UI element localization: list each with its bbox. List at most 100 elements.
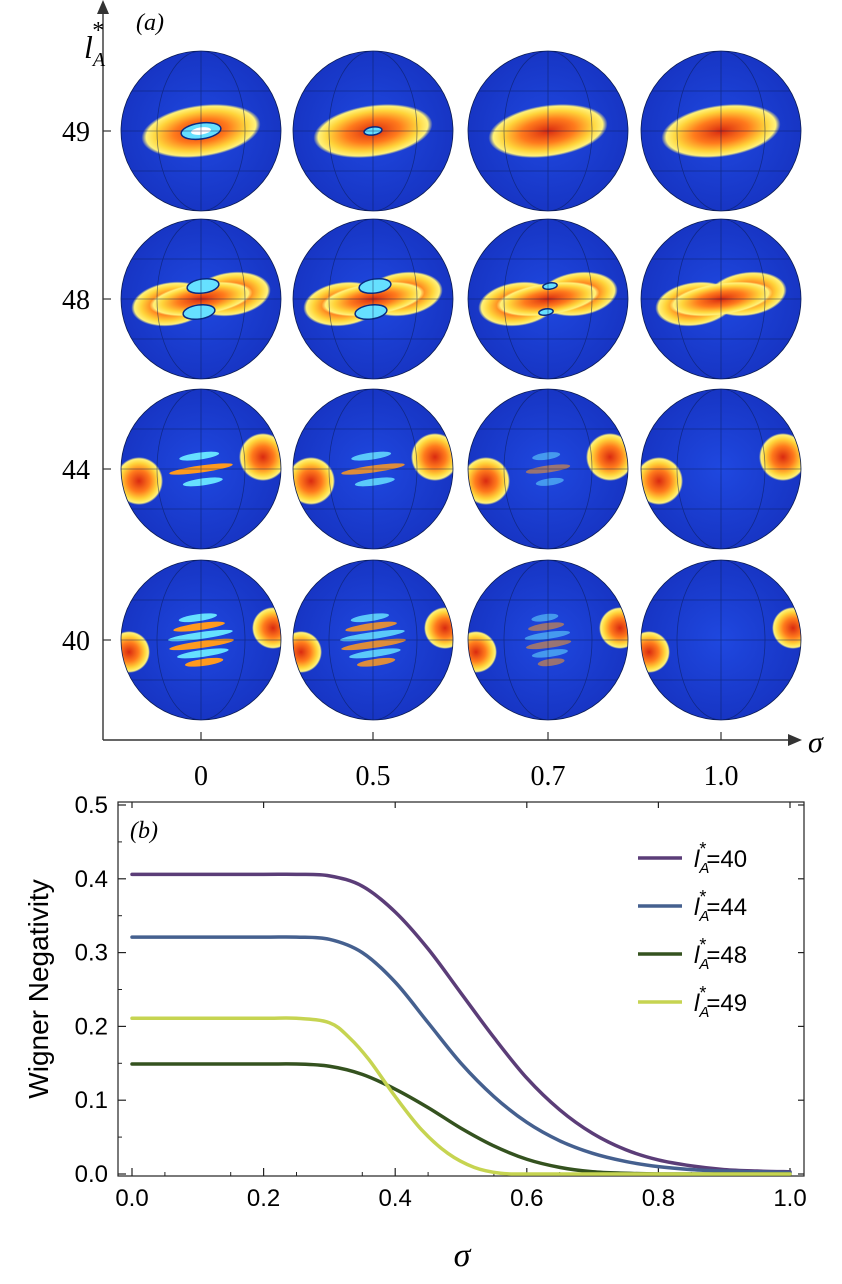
legend-label: lA*=44 — [694, 887, 747, 925]
y-tick-label: 0.4 — [75, 866, 108, 893]
interference-fringe — [525, 639, 572, 650]
sphere-gridlines — [293, 560, 453, 720]
wigner-blob — [121, 631, 150, 673]
sphere-outline — [120, 218, 282, 380]
panel-a-row-label: 48 — [62, 285, 90, 316]
panel-a-col-label: 0 — [194, 761, 208, 792]
sphere-outline — [640, 559, 802, 721]
panel-a-col-label: 0.5 — [356, 761, 391, 792]
wigner-sphere — [292, 559, 454, 721]
panel-a-x-axis — [103, 734, 802, 746]
panel-b-series — [130, 872, 792, 1176]
panel-a-label: (a) — [136, 10, 164, 36]
panel-a-x-axis-title: σ — [808, 726, 824, 759]
sphere-gridlines — [641, 389, 801, 549]
series-line — [130, 1062, 792, 1176]
panel-a-row-label: 44 — [62, 455, 90, 486]
interference-fringe — [341, 638, 406, 651]
sphere-outline — [640, 50, 802, 212]
panel-a-y-axis-sub: A — [91, 49, 106, 71]
wigner-blob — [641, 631, 670, 673]
sphere-gridlines — [121, 560, 281, 720]
sphere-gridlines — [468, 560, 628, 720]
panel-a-y-axis-title: lA * — [84, 18, 106, 71]
wigner-sphere — [467, 559, 629, 721]
interference-fringe — [177, 648, 229, 659]
wigner-sphere — [120, 50, 282, 212]
wigner-sphere — [120, 218, 282, 380]
sphere-gridlines — [121, 219, 281, 379]
sphere-gridlines — [121, 51, 281, 211]
legend-label: lA*=48 — [694, 935, 747, 973]
interference-fringe — [173, 621, 225, 632]
wigner-negative-region — [354, 303, 388, 321]
interference-fringe — [351, 451, 392, 461]
sphere-outline — [467, 559, 629, 721]
interference-fringe — [531, 613, 559, 622]
wigner-sphere — [467, 50, 629, 212]
wigner-sphere — [292, 50, 454, 212]
panel-a-y-axis-sup: * — [91, 18, 103, 44]
interference-fringe — [356, 657, 396, 667]
panel-a-y-axis-arrow — [97, 0, 109, 14]
wigner-blob — [424, 607, 453, 649]
panel-a-x-axis-arrow — [788, 734, 802, 746]
sphere-gridlines — [468, 219, 628, 379]
x-tick-label: 0.8 — [642, 1185, 675, 1212]
x-tick-label: 0.0 — [115, 1185, 148, 1212]
sphere-gridlines — [641, 51, 801, 211]
panel-b-label: (b) — [130, 818, 158, 844]
interference-fringe — [345, 621, 397, 632]
wigner-sphere — [467, 388, 629, 550]
y-tick-label: 0.3 — [75, 940, 108, 967]
interference-fringe — [349, 648, 401, 659]
wigner-blob — [468, 631, 497, 673]
sphere-outline — [467, 50, 629, 212]
interference-fringe — [182, 477, 223, 487]
wigner-sphere — [467, 218, 629, 380]
interference-fringe — [524, 630, 571, 641]
sphere-outline — [467, 218, 629, 380]
sphere-outline — [120, 559, 282, 721]
wigner-sphere — [640, 559, 802, 721]
interference-fringe — [535, 477, 564, 486]
sphere-gridlines — [293, 51, 453, 211]
sphere-gridlines — [641, 560, 801, 720]
sphere-outline — [120, 388, 282, 550]
panel-a-row-label: 40 — [62, 626, 90, 657]
sphere-outline — [467, 388, 629, 550]
panel-a-y-axis — [97, 0, 109, 740]
panel-a-y-axis-letter: l — [84, 29, 93, 65]
y-tick-label: 0.5 — [75, 792, 108, 819]
wigner-sphere — [640, 50, 802, 212]
interference-fringe — [169, 638, 234, 651]
sphere-outline — [292, 388, 454, 550]
interference-fringe — [537, 658, 565, 667]
wigner-blob — [599, 607, 628, 649]
interference-fringe — [178, 613, 218, 623]
panel-a: (a) lA * σ 49 48 44 40 0 0.5 0.7 1.0 — [62, 0, 824, 792]
panel-a-row-label: 49 — [62, 117, 90, 148]
panel-a-col-label: 0.7 — [531, 761, 566, 792]
panel-b-legend: lA*=40 lA*=44 lA*=48 lA*=49 — [638, 839, 747, 1021]
interference-fringe — [354, 477, 395, 487]
wigner-blob — [772, 607, 801, 649]
sphere-gridlines — [293, 219, 453, 379]
x-tick-label: 0.6 — [510, 1185, 543, 1212]
interference-fringe — [340, 629, 405, 642]
panel-b-x-axis-title: σ — [454, 1237, 472, 1274]
wigner-sphere — [120, 559, 282, 721]
panel-a-sphere-grid — [120, 50, 802, 721]
wigner-negative-region — [358, 277, 392, 295]
y-tick-label: 0.1 — [75, 1087, 108, 1114]
legend-label: lA*=40 — [694, 839, 747, 877]
wigner-blob — [293, 631, 322, 673]
panel-b-ticks: 0.0 0.2 0.4 0.6 0.8 1.0 0.0 0.1 0.2 0.3 0.4 0.5 — [75, 792, 807, 1212]
x-tick-label: 0.4 — [379, 1185, 412, 1212]
x-tick-label: 1.0 — [773, 1185, 806, 1212]
wigner-negative-region — [182, 303, 216, 321]
series-line — [130, 935, 792, 1175]
panel-b: (b) 0.0 0.2 0.4 0.6 0.8 1.0 0.0 0.1 0.2 0.3 0.4 0.5… — [23, 792, 807, 1274]
legend-label: lA*=49 — [694, 983, 747, 1021]
